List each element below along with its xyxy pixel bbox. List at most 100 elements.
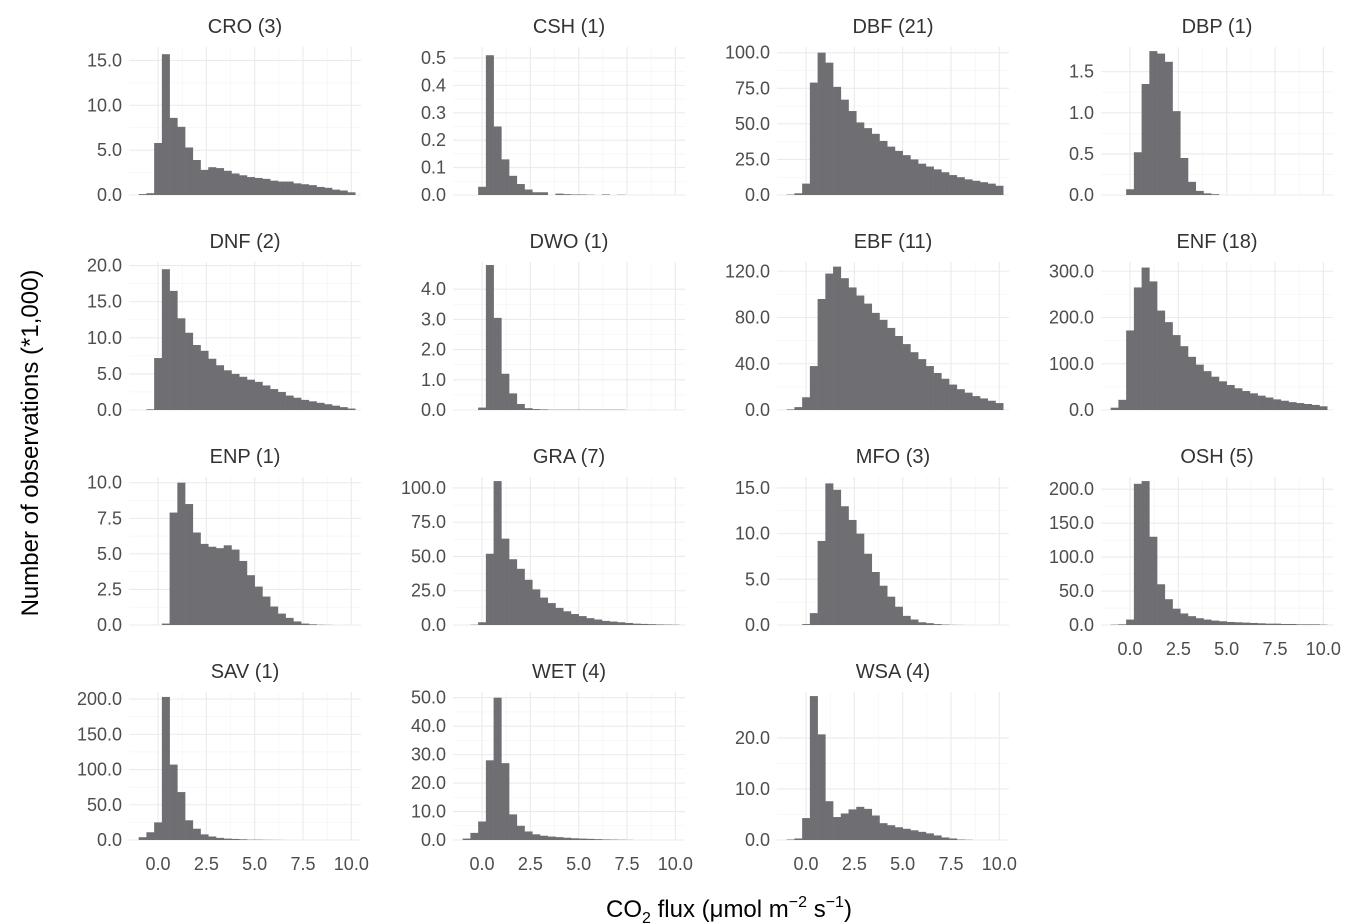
histogram-bar (223, 170, 232, 195)
histogram-bar (177, 482, 186, 625)
histogram-bar (933, 373, 942, 410)
histogram-bar (910, 619, 919, 625)
histogram-bar (640, 623, 649, 625)
histogram-bar (254, 586, 263, 625)
histogram-bar (1133, 152, 1142, 195)
histogram-bar (308, 624, 317, 625)
histogram-bar (277, 391, 286, 410)
histogram-bar (1311, 624, 1320, 625)
histogram-bar (817, 52, 826, 195)
histogram-bar (239, 376, 248, 410)
histogram-bar (1288, 402, 1297, 410)
histogram-bar (547, 603, 556, 625)
histogram-bar (1149, 281, 1158, 410)
histogram-bar (925, 833, 934, 840)
histogram-bar (509, 559, 518, 625)
x-tick-label: 10.0 (982, 854, 1017, 874)
y-tick-label: 20.0 (735, 728, 770, 748)
histogram-bar (161, 623, 170, 625)
histogram-bar (825, 801, 834, 840)
histogram-bar (809, 613, 818, 625)
histogram-bar (555, 193, 564, 195)
x-tick-label: 2.5 (518, 854, 543, 874)
panel-title: WET (4) (532, 661, 606, 683)
histogram-bar (871, 312, 880, 410)
y-tick-label: 25.0 (411, 581, 446, 601)
histogram-bar (1172, 335, 1181, 410)
panel-osh: 0.0 50.0 100.0 150.0 200.0 OSH (5) 0.0 2.5 5.0 7.… (1049, 446, 1341, 659)
y-tick-label: 100.0 (1049, 547, 1094, 567)
histogram-bar (532, 409, 541, 410)
histogram-bar (617, 622, 626, 625)
y-tick-label: 100.0 (401, 478, 446, 498)
histogram-bar (1265, 623, 1274, 625)
histogram-bar (1141, 481, 1150, 625)
x-tick-label: 0.0 (793, 854, 818, 874)
histogram-bar (794, 838, 803, 840)
histogram-bar (1195, 364, 1204, 410)
y-tick-label: 100.0 (725, 43, 770, 63)
panel-csh: 0.0 0.1 0.2 0.3 0.4 0.5 CSH (1) (421, 16, 685, 205)
histogram-bar (918, 163, 927, 195)
histogram-bar (586, 838, 595, 840)
histogram-bar (254, 177, 263, 195)
histogram-bar (216, 548, 225, 625)
histogram-bar (1157, 310, 1166, 410)
histogram-bar (817, 299, 826, 410)
histogram-bar (223, 545, 232, 625)
histogram-bar (293, 397, 302, 410)
histogram-bar (138, 194, 147, 195)
y-tick-label: 50.0 (87, 795, 122, 815)
histogram-bar (216, 168, 225, 195)
histogram-bar (809, 696, 818, 840)
histogram-bar (1164, 61, 1173, 195)
histogram-bar (570, 838, 579, 840)
histogram-bar (956, 389, 965, 410)
x-tick-label: 7.5 (614, 854, 639, 874)
panel-title: CRO (3) (208, 16, 282, 38)
histogram-bar (177, 126, 186, 195)
histogram-bar (786, 409, 795, 410)
histogram-bar (809, 366, 818, 410)
histogram-bar (262, 596, 271, 625)
histogram-bar (231, 173, 240, 195)
histogram-bar (146, 409, 155, 410)
histogram-bar (563, 611, 572, 625)
y-tick-label: 15.0 (87, 50, 122, 70)
y-tick-label: 25.0 (735, 149, 770, 169)
y-tick-label: 0.2 (421, 130, 446, 150)
histogram-bar (332, 189, 341, 195)
x-tick-label: 0.0 (145, 854, 170, 874)
histogram-bar (1257, 395, 1266, 410)
histogram-bar (308, 185, 317, 195)
histogram-bar (825, 62, 834, 196)
histogram-bar (941, 378, 950, 410)
histogram-bar (1234, 388, 1243, 410)
y-tick-label: 5.0 (97, 544, 122, 564)
y-tick-label: 300.0 (1049, 261, 1094, 281)
histogram-bar (848, 519, 857, 625)
x-tick-label: 2.5 (194, 854, 219, 874)
histogram-bar (833, 86, 842, 195)
histogram-bar (1118, 624, 1127, 625)
histogram-bar (987, 183, 996, 195)
histogram-bar (848, 809, 857, 840)
x-tick-label: 5.0 (1214, 639, 1239, 659)
histogram-bar (316, 186, 325, 195)
y-tick-label: 50.0 (1059, 581, 1094, 601)
histogram-bar (501, 763, 510, 840)
histogram-bar (1273, 623, 1282, 625)
histogram-bar (894, 606, 903, 625)
histogram-bar (825, 273, 834, 410)
histogram-bar (532, 192, 541, 195)
histogram-bar (632, 623, 641, 625)
histogram-bar (246, 575, 255, 625)
histogram-bar (864, 303, 873, 410)
histogram-bar (1203, 619, 1212, 625)
histogram-bar (277, 181, 286, 195)
panel-wet: 0.0 10.0 20.0 30.0 40.0 50.0 WET (4) 0.0 2.5 5.0 7… (411, 661, 693, 874)
panel-title: ENF (18) (1176, 231, 1257, 253)
histogram-bar (185, 332, 194, 410)
histogram-bar (594, 839, 603, 840)
histogram-bar (894, 827, 903, 840)
